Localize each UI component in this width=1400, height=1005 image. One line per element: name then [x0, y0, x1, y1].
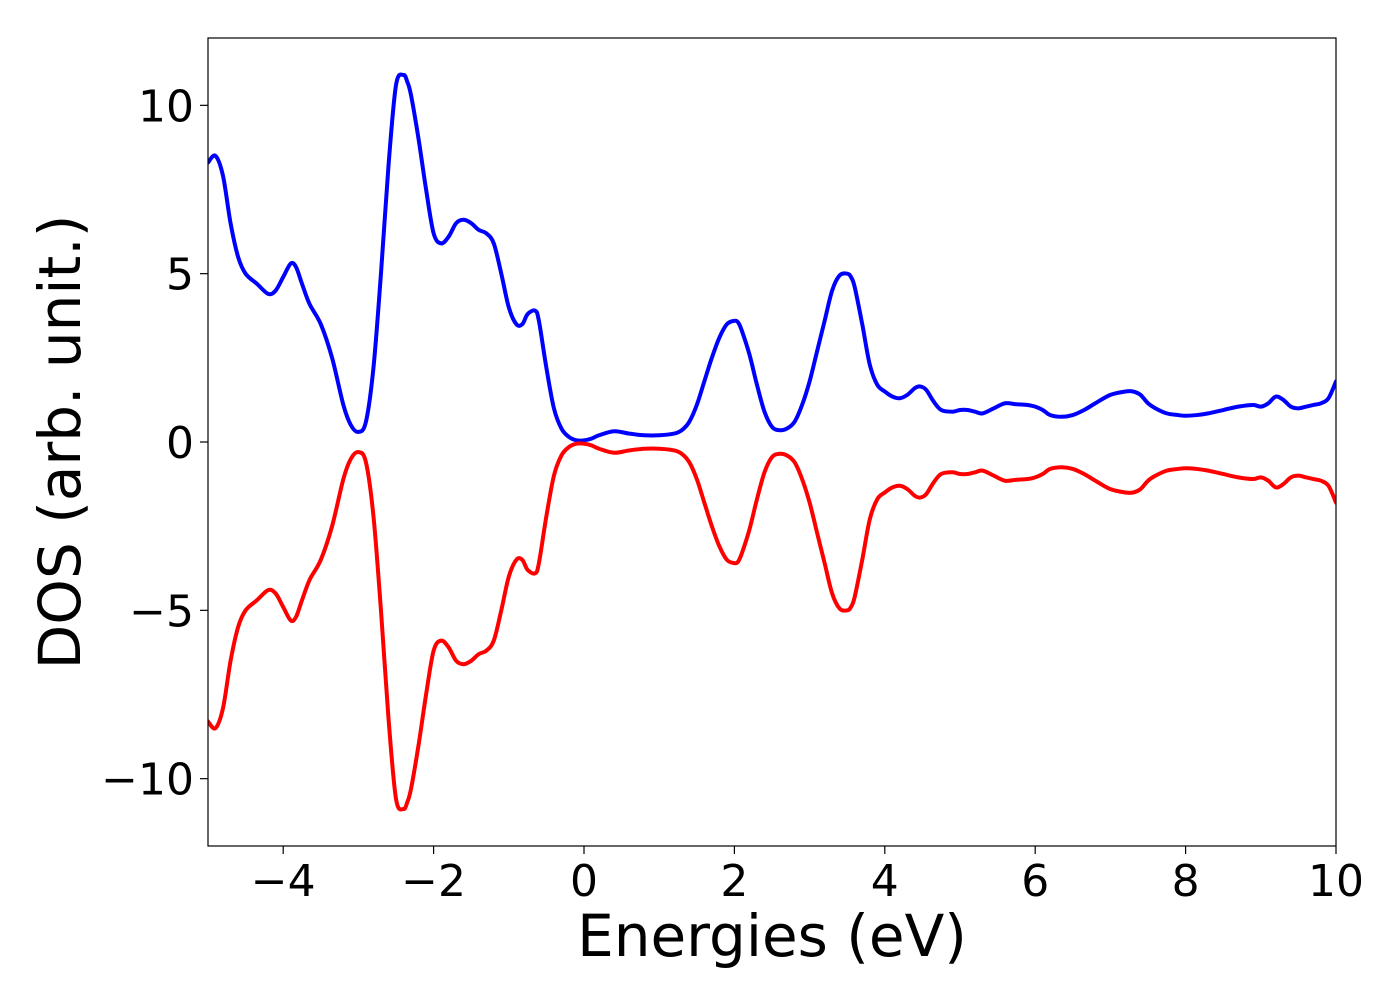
x-axis-ticks: −4 −2 0 2 4 6 8 10 — [251, 846, 1364, 907]
x-tick-label: 8 — [1172, 856, 1200, 907]
y-tick-label: 5 — [166, 250, 194, 301]
x-tick-label: −4 — [251, 856, 316, 907]
x-tick-label: 4 — [871, 856, 899, 907]
y-tick-label: 0 — [166, 418, 194, 469]
x-tick-label: 6 — [1021, 856, 1049, 907]
y-axis-label: DOS (arb. unit.) — [26, 215, 94, 670]
series-layer — [208, 72, 1336, 812]
y-tick-label: −10 — [101, 755, 194, 806]
y-axis-ticks: −10 −5 0 5 10 — [101, 81, 208, 806]
y-tick-label: −5 — [129, 586, 194, 637]
x-tick-label: 0 — [570, 856, 598, 907]
x-tick-label: 2 — [720, 856, 748, 907]
x-axis-label: Energies (eV) — [577, 902, 967, 970]
x-tick-label: 10 — [1308, 856, 1364, 907]
x-tick-label: −2 — [401, 856, 466, 907]
series-line-2 — [208, 441, 1336, 812]
y-tick-label: 10 — [138, 81, 194, 132]
series-line-1 — [208, 72, 1336, 443]
plot-frame — [207, 37, 1337, 847]
